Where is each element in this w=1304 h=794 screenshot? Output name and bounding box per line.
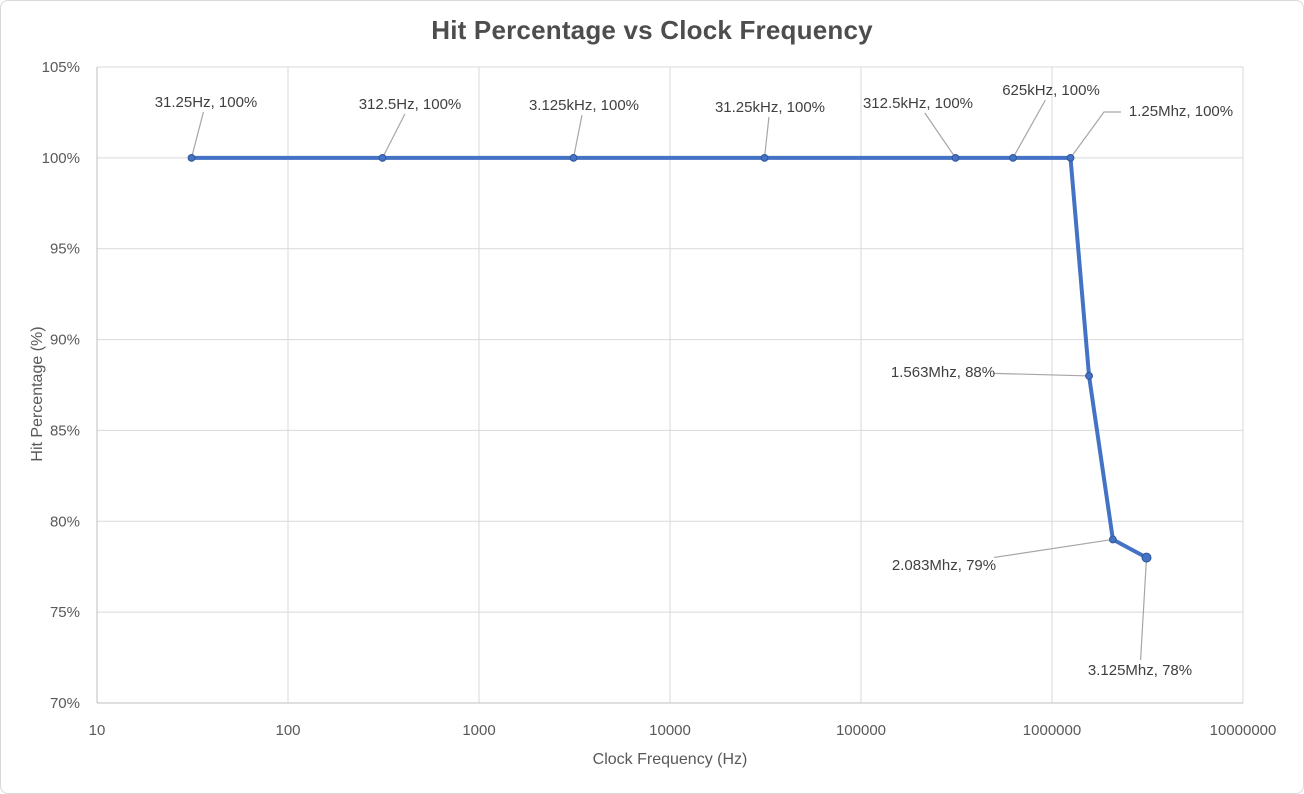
y-tick-label: 75% [50, 604, 80, 621]
leader-line [381, 113, 406, 159]
y-axis-title: Hit Percentage (%) [29, 326, 46, 462]
data-label: 1.25Mhz, 100% [1129, 103, 1233, 120]
data-point-marker [951, 153, 960, 162]
x-tick-label: 10000000 [1210, 722, 1277, 739]
data-point-marker [1108, 535, 1117, 544]
data-label: 312.5kHz, 100% [863, 95, 973, 112]
y-tick-label: 80% [50, 513, 80, 530]
y-tick-label: 100% [42, 150, 80, 167]
data-point-marker [760, 153, 769, 162]
leader-line [994, 538, 1113, 559]
x-tick-label: 10 [89, 722, 106, 739]
data-point-marker [1141, 552, 1152, 563]
data-label: 31.25Hz, 100% [155, 94, 258, 111]
x-tick-label: 100000 [836, 722, 886, 739]
x-axis-title: Clock Frequency (Hz) [592, 751, 748, 768]
data-point-marker [569, 153, 578, 162]
y-tick-label: 90% [50, 332, 80, 349]
leader-line [763, 116, 770, 158]
data-point-marker [1009, 153, 1017, 162]
data-label: 31.25kHz, 100% [715, 99, 825, 116]
x-tick-label: 100 [275, 722, 300, 739]
leader-line [190, 111, 204, 159]
data-label: 2.083Mhz, 79% [892, 557, 996, 574]
y-tick-label: 105% [42, 59, 80, 76]
leader-line [1012, 99, 1046, 159]
leader-line [572, 114, 583, 158]
data-point-marker [187, 153, 196, 162]
data-point-marker [1085, 372, 1093, 380]
leader-line [1139, 557, 1148, 661]
leader-line [993, 372, 1090, 377]
data-label: 625kHz, 100% [1002, 82, 1100, 99]
data-label: 1.563Mhz, 88% [891, 364, 995, 381]
leader-line [924, 112, 957, 159]
y-tick-label: 95% [50, 241, 80, 258]
y-tick-label: 85% [50, 422, 80, 439]
chart-title: Hit Percentage vs Clock Frequency [431, 15, 873, 45]
y-tick-label: 70% [50, 695, 80, 712]
series-line [189, 155, 1149, 560]
x-tick-label: 10000 [649, 722, 691, 739]
x-tick-label: 1000 [462, 722, 495, 739]
data-label: 3.125kHz, 100% [529, 97, 639, 114]
data-label: 312.5Hz, 100% [359, 96, 462, 113]
data-point-marker [1066, 153, 1075, 162]
leader-line [1070, 111, 1121, 159]
x-tick-label: 1000000 [1023, 722, 1081, 739]
data-point-marker [378, 153, 387, 162]
data-label: 3.125Mhz, 78% [1088, 662, 1192, 679]
